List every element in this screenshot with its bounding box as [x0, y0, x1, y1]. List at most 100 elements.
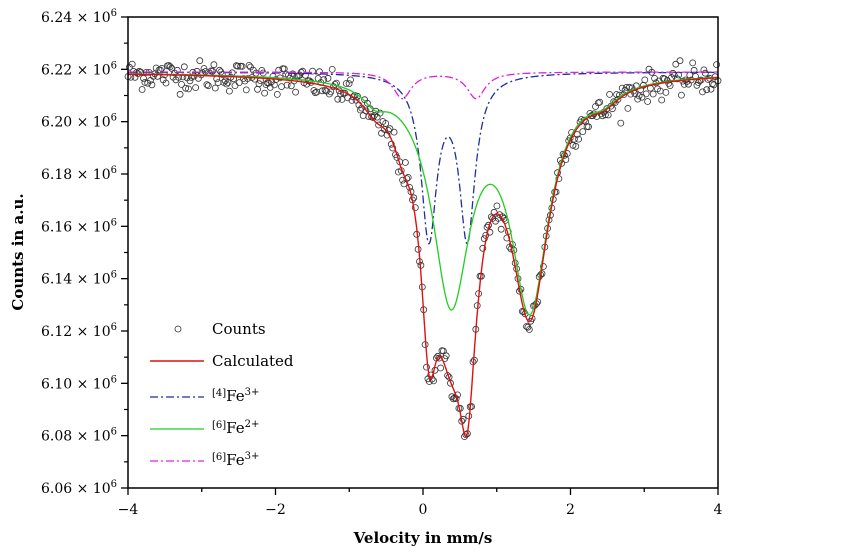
count-point [376, 109, 384, 117]
count-point [234, 62, 242, 70]
y-tick-label: 6.16 × 106 [41, 217, 117, 235]
count-point [179, 73, 187, 81]
x-tick-label: −2 [265, 502, 286, 518]
count-point [389, 144, 397, 152]
count-point [327, 88, 335, 96]
count-point [311, 89, 319, 97]
count-point [328, 66, 336, 73]
count-point [182, 84, 190, 92]
legend-label-counts: Counts [212, 320, 266, 338]
count-point [255, 80, 263, 88]
y-axis-title: Counts in a.u. [9, 193, 27, 310]
count-point [697, 76, 705, 84]
count-point [468, 403, 476, 410]
count-point [642, 90, 650, 98]
count-point [354, 92, 361, 100]
count-point [641, 76, 649, 84]
count-point [214, 79, 222, 86]
count-point [573, 131, 581, 138]
count-point [324, 74, 332, 82]
count-point [606, 91, 613, 98]
count-point [196, 57, 204, 65]
count-point [345, 80, 353, 87]
count-point [180, 63, 188, 71]
x-tick-label: 2 [566, 502, 575, 518]
count-point [669, 69, 677, 77]
count-point [261, 89, 269, 97]
legend-label-2: [6]Fe3+ [212, 451, 259, 469]
count-point [242, 86, 250, 94]
count-point [348, 97, 356, 104]
count-point [462, 431, 470, 439]
count-point [672, 60, 680, 68]
count-point [338, 96, 346, 103]
count-point [617, 119, 625, 127]
count-point [437, 364, 445, 372]
count-point [292, 88, 300, 96]
count-point [624, 105, 632, 112]
component-curve-2 [128, 71, 718, 100]
count-point [309, 67, 316, 75]
count-point [211, 84, 219, 92]
count-point [411, 204, 419, 212]
count-point [273, 91, 281, 98]
count-point [596, 98, 604, 106]
y-tick-label: 6.10 × 106 [41, 374, 117, 392]
count-point [156, 66, 164, 74]
count-point [192, 84, 200, 91]
legend-label-0: [4]Fe3+ [212, 387, 259, 405]
count-point [609, 105, 616, 113]
count-point [575, 135, 582, 143]
series-layer [124, 57, 722, 441]
x-axis-ticks: −4 −2 0 2 4 [118, 488, 723, 518]
count-point [223, 80, 231, 88]
count-point [442, 352, 450, 360]
count-point [238, 63, 246, 70]
y-tick-label: 6.20 × 106 [41, 113, 117, 131]
x-tick-label: 0 [419, 502, 428, 518]
count-point [454, 391, 461, 399]
count-point [614, 95, 622, 103]
count-point [278, 83, 285, 90]
count-point [678, 91, 685, 99]
count-point [483, 223, 491, 231]
count-point [503, 234, 511, 242]
count-point [569, 141, 577, 149]
count-point [176, 90, 184, 98]
count-point [140, 74, 147, 82]
count-point [690, 66, 698, 74]
y-tick-label: 6.06 × 106 [41, 479, 117, 497]
count-point [479, 244, 487, 252]
count-point [665, 80, 673, 87]
count-point [334, 95, 342, 103]
count-point [704, 76, 712, 83]
count-point [254, 85, 261, 93]
count-point [410, 194, 418, 202]
component-curve-0 [128, 71, 718, 245]
count-point [178, 81, 185, 88]
count-point [366, 105, 374, 113]
count-point [283, 81, 291, 89]
count-point [662, 89, 670, 96]
count-point [572, 142, 580, 150]
count-point [713, 61, 720, 68]
count-point [362, 107, 370, 115]
count-point [387, 140, 395, 148]
count-point [316, 68, 323, 76]
count-point [186, 77, 194, 85]
y-tick-label: 6.18 × 106 [41, 165, 117, 183]
component-curve-1 [127, 73, 718, 316]
count-point [625, 83, 633, 91]
y-tick-label: 6.08 × 106 [41, 427, 117, 445]
x-tick-label: −4 [118, 502, 139, 518]
count-point [703, 86, 711, 94]
count-point [363, 99, 371, 107]
count-point [528, 315, 536, 322]
count-point [209, 67, 216, 75]
count-point [128, 60, 136, 68]
count-point [390, 128, 398, 136]
count-point [369, 114, 377, 121]
count-point [173, 66, 181, 74]
count-point [430, 377, 438, 385]
